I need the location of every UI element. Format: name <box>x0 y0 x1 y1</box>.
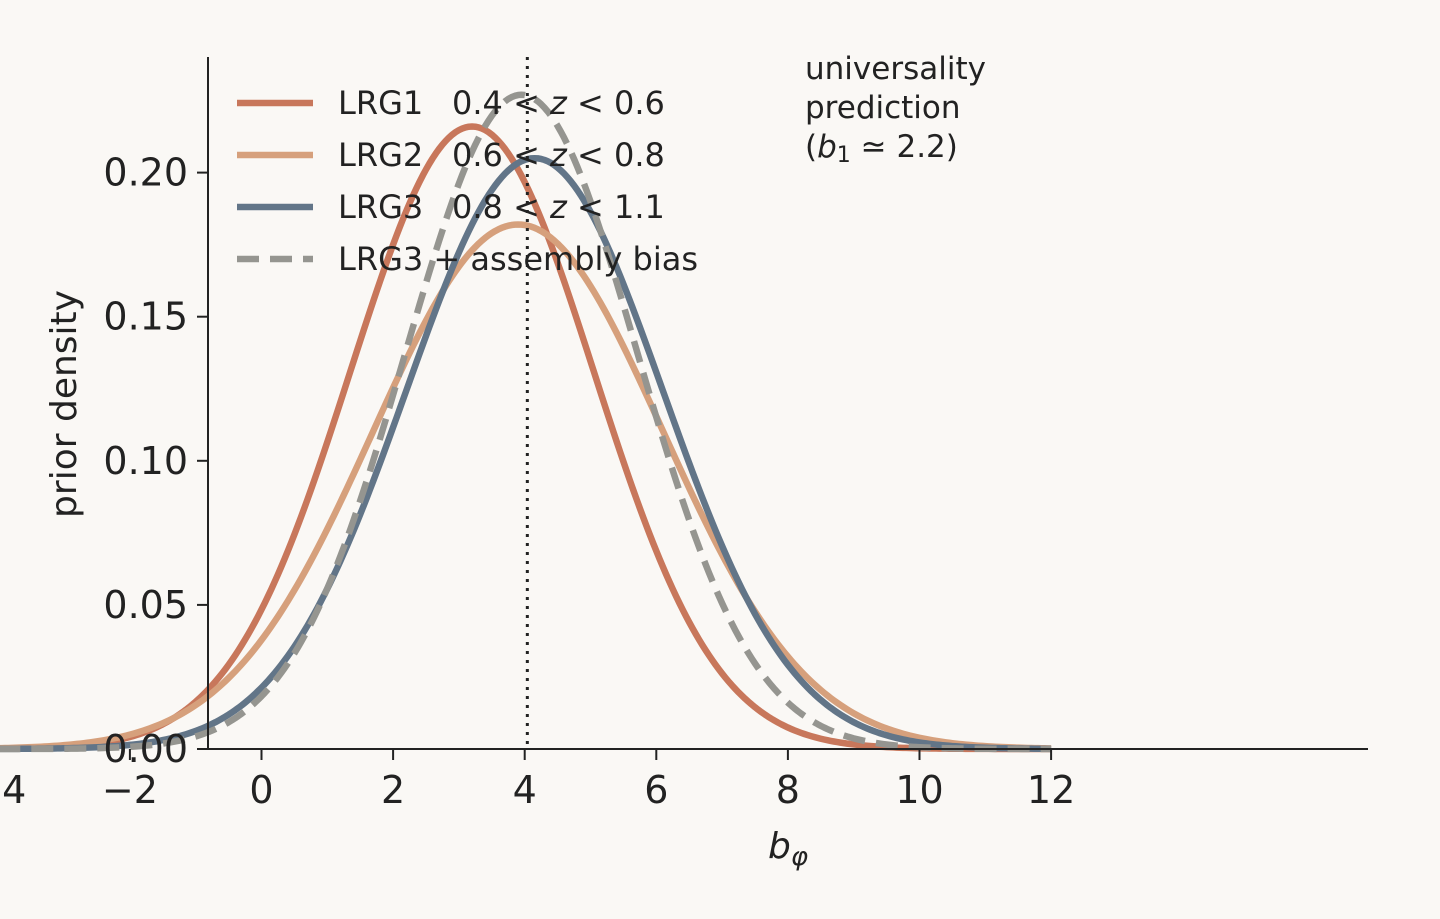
annotation-line-3-var: b <box>817 129 837 165</box>
plot-area: −4 −2 0 2 4 6 8 10 12 0.00 0.05 0.10 0.15 0.20 <box>0 57 1368 812</box>
annotation-line-3: (b1 ≃ 2.2) <box>805 129 958 168</box>
series-2-line <box>0 221 1052 752</box>
legend-label-2-prefix: LRG2 <box>338 136 423 174</box>
legend-label-3-prefix: LRG3 <box>338 188 423 226</box>
legend-label-4: LRG3 + assembly bias <box>338 240 698 278</box>
annotation-line-2: prediction <box>805 90 961 126</box>
legend-label-1: LRG1 0.4 < z < 0.6 <box>338 84 665 122</box>
x-axis-title: bφ <box>768 826 808 872</box>
y-tick-label-3: 0.15 <box>103 295 188 339</box>
x-tick-label-3: 2 <box>381 768 405 812</box>
x-tick-label-7: 10 <box>895 768 943 812</box>
series-3-line <box>0 154 1052 753</box>
legend-label-4-prefix: LRG3 + assembly bias <box>338 240 698 278</box>
annotation-line-3-sub: 1 <box>837 143 851 168</box>
x-tick-label-1: −2 <box>102 768 158 812</box>
y-tick-label-2: 0.10 <box>103 439 188 483</box>
legend-entries: LRG1 0.4 < z < 0.6 LRG2 0.6 < z < 0.8 LRG3 0.… <box>237 84 698 278</box>
annotation-line-1: universality <box>805 51 986 87</box>
y-tick-label-1: 0.05 <box>103 583 188 627</box>
axis-ticks: −4 −2 0 2 4 6 8 10 12 0.00 0.05 0.10 0.15 0.20 <box>0 151 1075 812</box>
annotation-line-3-pre: ( <box>805 129 817 165</box>
y-tick-label-0: 0.00 <box>103 727 188 771</box>
y-axis-title: prior density <box>44 290 85 518</box>
legend-label-2: LRG2 0.6 < z < 0.8 <box>338 136 665 174</box>
annotation-line-3-post: ≃ 2.2) <box>851 129 958 165</box>
universality-annotation: universality prediction (b1 ≃ 2.2) <box>805 51 986 168</box>
series-4-line <box>0 91 1052 753</box>
legend-label-1-prefix: LRG1 <box>338 84 423 122</box>
x-tick-label-0: −4 <box>0 768 26 812</box>
x-tick-label-6: 8 <box>776 768 800 812</box>
y-tick-label-4: 0.20 <box>103 151 188 195</box>
legend-label-3: LRG3 0.8 < z < 1.1 <box>338 188 665 226</box>
x-tick-label-2: 0 <box>249 768 273 812</box>
x-tick-label-5: 6 <box>644 768 668 812</box>
legend-label-2-range: 0.6 < z < 0.8 <box>452 136 665 174</box>
x-axis-title-base: b <box>768 826 791 867</box>
series-curves <box>0 91 1052 753</box>
legend-label-3-range: 0.8 < z < 1.1 <box>452 188 665 226</box>
x-tick-label-8: 12 <box>1027 768 1075 812</box>
legend: LRG1 0.4 < z < 0.6 LRG2 0.6 < z < 0.8 LRG3 0.… <box>237 84 698 278</box>
x-tick-label-4: 4 <box>513 768 537 812</box>
legend-label-1-range: 0.4 < z < 0.6 <box>452 84 665 122</box>
x-axis-title-sub: φ <box>791 842 808 872</box>
